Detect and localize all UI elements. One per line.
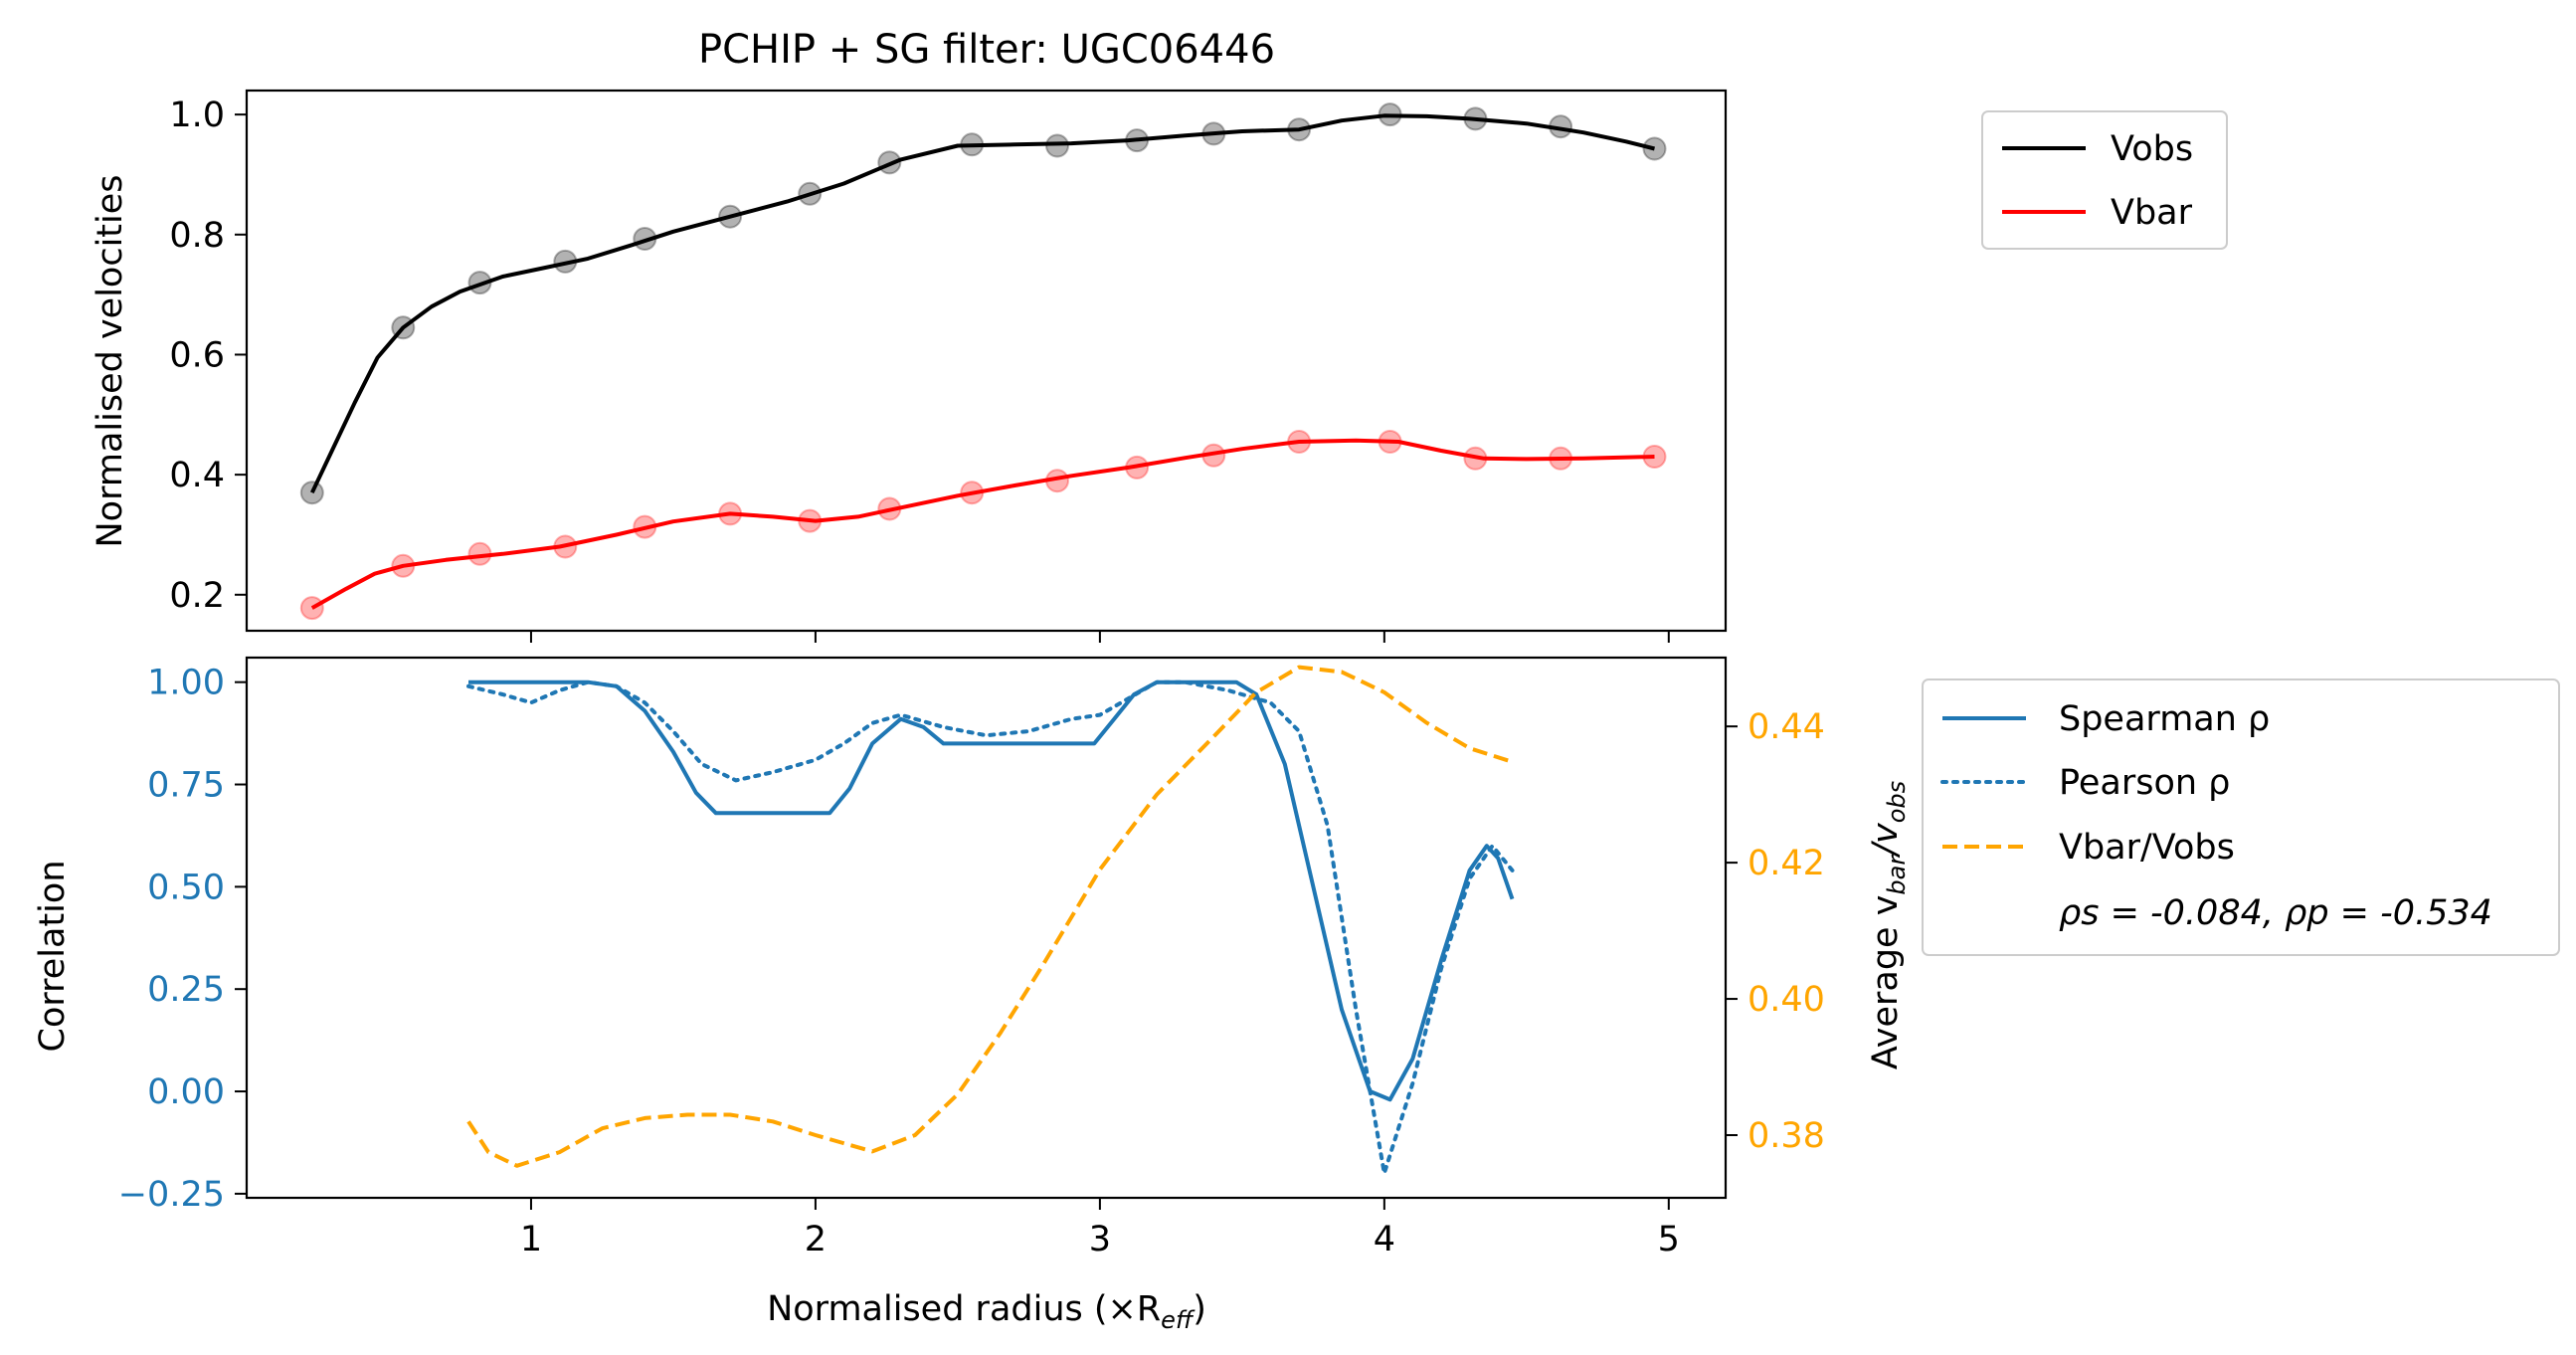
- y-tick-label: 0.4: [169, 456, 225, 495]
- data-point-vobs: [718, 204, 743, 229]
- y-tick-label: 0.8: [169, 216, 225, 256]
- legend-label-ratio: Vbar/Vobs: [2059, 828, 2235, 868]
- data-point-vbar: [1201, 443, 1226, 468]
- data-point-vobs: [633, 227, 657, 251]
- top-legend: Vobs Vbar: [1981, 110, 2228, 250]
- data-point-vbar: [1642, 445, 1667, 469]
- top-legend-frame: [1981, 110, 2228, 250]
- x-label-main: Normalised radius (×R: [767, 1289, 1161, 1329]
- data-point-vobs: [798, 181, 823, 206]
- legend-label-vobs: Vobs: [2111, 129, 2193, 169]
- x-label-close: ): [1193, 1289, 1206, 1329]
- data-point-vbar: [960, 481, 985, 505]
- y-tick-label: 0.25: [147, 970, 225, 1010]
- y2-label-main: Average v: [1866, 895, 1906, 1070]
- top-y-axis-label: Normalised velocities: [91, 174, 130, 547]
- y2-tick-label: 0.42: [1748, 844, 1825, 883]
- x-label-sub: eff: [1161, 1306, 1196, 1334]
- data-point-vbar: [1463, 446, 1488, 471]
- bottom-y2-axis-label: Average vbar/vobs: [1866, 781, 1911, 1069]
- data-point-vbar: [391, 553, 416, 578]
- data-point-vobs: [1642, 136, 1667, 161]
- bottom-left-y-axis: −0.25 0.00 0.25 0.50 0.75 1.00: [118, 664, 247, 1215]
- bottom-right-y-axis: 0.38 0.40 0.42 0.44: [1726, 707, 1825, 1156]
- top-panel: PCHIP + SG filter: UGC06446 0.2 0.4 0.6 0.8…: [91, 27, 2228, 643]
- data-point-vobs: [1549, 114, 1573, 139]
- data-point-vobs: [1201, 121, 1226, 146]
- y-tick-label: −0.25: [118, 1175, 225, 1215]
- data-point-vbar: [877, 496, 902, 521]
- data-point-vbar: [798, 508, 823, 533]
- x-tick-label: 4: [1374, 1220, 1395, 1259]
- data-point-vobs: [299, 481, 324, 505]
- bottom-legend-frame: [1922, 678, 2560, 956]
- bottom-x-axis: 1 2 3 4 5: [520, 1198, 1680, 1259]
- y-tick-label: 0.2: [169, 576, 225, 616]
- series-line-ratio: [466, 665, 1514, 1168]
- data-point-vbar: [718, 501, 743, 526]
- top-data-layer: [299, 102, 1667, 621]
- series-line-vobs: [309, 113, 1655, 494]
- y-tick-label: 0.00: [147, 1072, 225, 1112]
- data-point-vbar: [553, 534, 578, 559]
- legend-correlation-note: ρs = -0.084, ρp = -0.534: [2059, 893, 2492, 933]
- series-line-pearson: [466, 679, 1515, 1176]
- data-point-vbar: [1549, 446, 1573, 471]
- data-point-vbar: [1378, 430, 1402, 454]
- y-tick-label: 0.75: [147, 766, 225, 806]
- data-point-vobs: [877, 150, 902, 175]
- legend-label-vbar: Vbar: [2111, 193, 2193, 233]
- top-panel-title: PCHIP + SG filter: UGC06446: [698, 27, 1275, 73]
- y2-label-sub-obs: obs: [1883, 781, 1911, 823]
- y2-label-mid: /v: [1866, 822, 1906, 859]
- data-point-vbar: [1125, 455, 1150, 480]
- x-tick-label: 5: [1658, 1220, 1680, 1259]
- data-point-vbar: [1045, 469, 1069, 493]
- y2-tick-label: 0.40: [1748, 980, 1825, 1020]
- data-point-vobs: [391, 315, 416, 340]
- data-point-vbar: [1287, 430, 1312, 454]
- top-x-axis: [529, 631, 1670, 643]
- bottom-y-axis-label: Correlation: [33, 861, 73, 1053]
- y-tick-label: 1.0: [169, 96, 225, 135]
- bottom-plot-frame: [245, 656, 1728, 1200]
- data-point-vbar: [633, 514, 657, 539]
- top-plot-frame: [245, 89, 1728, 633]
- data-point-vobs: [1463, 106, 1488, 131]
- series-line-vbar: [310, 438, 1655, 610]
- y2-tick-label: 0.44: [1748, 707, 1825, 747]
- data-point-vobs: [1045, 133, 1069, 158]
- data-point-vobs: [467, 271, 492, 295]
- top-y-axis: 0.2 0.4 0.6 0.8 1.0: [169, 96, 247, 616]
- x-tick-label: 2: [805, 1220, 827, 1259]
- data-point-vobs: [1287, 117, 1312, 142]
- legend-label-spearman: Spearman ρ: [2059, 699, 2270, 739]
- y-tick-label: 0.50: [147, 868, 225, 907]
- bottom-data-layer: [466, 665, 1515, 1176]
- data-point-vbar: [467, 541, 492, 566]
- bottom-x-axis-label: Normalised radius (×Reff): [767, 1289, 1206, 1334]
- x-tick-label: 1: [520, 1220, 542, 1259]
- y-tick-label: 0.6: [169, 335, 225, 375]
- y-tick-label: 1.00: [147, 664, 225, 703]
- y2-tick-label: 0.38: [1748, 1116, 1825, 1156]
- bottom-panel: −0.250.000.250.500.751.00 0.380.400.420.…: [33, 656, 2560, 1334]
- bottom-legend: Spearman ρ Pearson ρ Vbar/Vobs ρs = -0.0…: [1922, 678, 2560, 956]
- series-line-spearman: [468, 679, 1515, 1102]
- y2-label-sub-bar: bar: [1883, 854, 1911, 895]
- data-point-vobs: [1125, 128, 1150, 153]
- legend-label-pearson: Pearson ρ: [2059, 763, 2230, 803]
- data-point-vobs: [960, 132, 985, 157]
- data-point-vbar: [299, 596, 324, 621]
- x-tick-label: 3: [1089, 1220, 1111, 1259]
- data-point-vobs: [553, 249, 578, 274]
- data-point-vobs: [1378, 102, 1402, 127]
